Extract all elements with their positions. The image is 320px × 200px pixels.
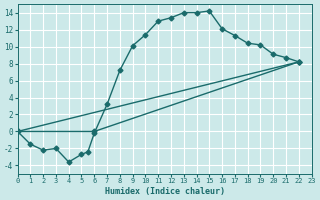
X-axis label: Humidex (Indice chaleur): Humidex (Indice chaleur) — [105, 187, 225, 196]
